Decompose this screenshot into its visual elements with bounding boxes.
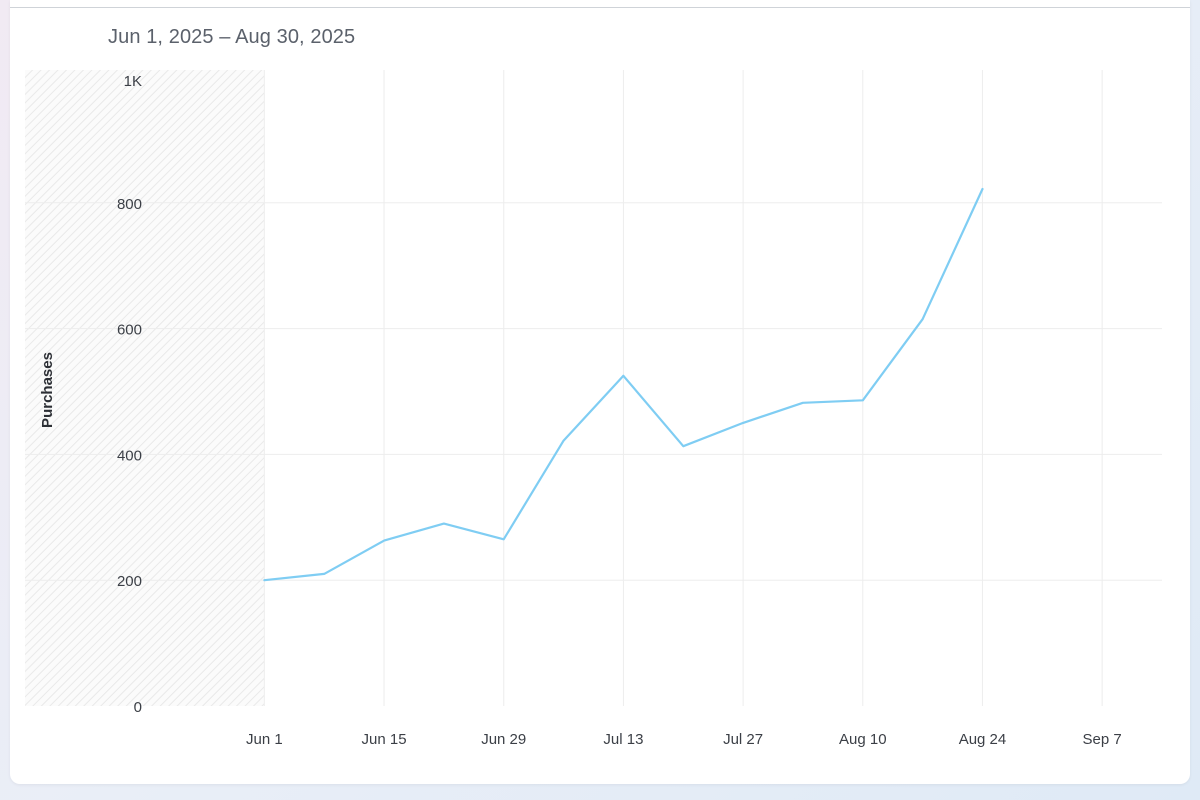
y-axis-ticks: 0 200 400 600 800 1K	[117, 73, 142, 716]
y-tick-label: 400	[117, 447, 142, 464]
x-tick-label: Jun 29	[481, 731, 526, 748]
y-tick-label: 600	[117, 322, 142, 339]
series-group	[263, 187, 984, 582]
x-tick-label: Jun 1	[246, 731, 283, 748]
y-tick-label: 200	[117, 573, 142, 590]
y-tick-label: 1K	[124, 73, 142, 90]
x-tick-label: Jun 15	[362, 731, 407, 748]
y-axis-label: Purchases	[39, 352, 56, 428]
series-line	[263, 187, 984, 582]
date-range-label: Jun 1, 2025 – Aug 30, 2025	[108, 26, 356, 48]
x-tick-label: Jul 13	[603, 731, 643, 748]
x-tick-label: Aug 10	[839, 731, 887, 748]
x-tick-label: Aug 24	[959, 731, 1007, 748]
out-of-range-hatch	[25, 70, 265, 706]
x-tick-label: Sep 7	[1083, 731, 1122, 748]
gridlines	[25, 70, 1162, 706]
y-tick-label: 0	[134, 699, 142, 716]
top-divider	[10, 7, 1190, 8]
x-axis-ticks: Jun 1 Jun 15 Jun 29 Jul 13 Jul 27 Aug 10 Aug 2…	[246, 731, 1122, 748]
y-tick-label: 800	[117, 196, 142, 213]
x-tick-label: Jul 27	[723, 731, 763, 748]
